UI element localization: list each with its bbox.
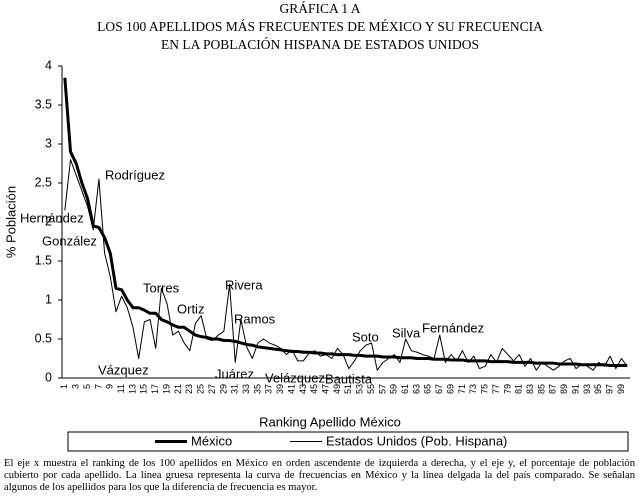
x-tick-label: 57 bbox=[377, 384, 387, 394]
annotation: Hernández bbox=[20, 210, 84, 225]
x-tick-label: 25 bbox=[196, 384, 206, 394]
x-tick-label: 85 bbox=[536, 384, 546, 394]
annotation: González bbox=[42, 233, 97, 248]
x-tick-label: 79 bbox=[502, 384, 512, 394]
x-tick-label: 53 bbox=[355, 384, 365, 394]
x-tick-label: 91 bbox=[570, 384, 580, 394]
x-tick-label: 1 bbox=[59, 384, 69, 389]
annotation: Fernández bbox=[422, 320, 484, 335]
y-tick-label: 1.5 bbox=[35, 253, 52, 267]
annotation: Bautista bbox=[325, 371, 373, 386]
x-tick-label: 27 bbox=[207, 384, 217, 394]
x-tick-label: 31 bbox=[230, 384, 240, 394]
y-tick-label: 3.5 bbox=[35, 97, 52, 111]
y-tick-label: 1 bbox=[45, 292, 52, 306]
x-tick-label: 71 bbox=[457, 384, 467, 394]
x-tick-label: 11 bbox=[116, 384, 126, 393]
x-tick-label: 65 bbox=[423, 384, 433, 394]
annotation: Rivera bbox=[225, 277, 263, 292]
x-tick-label: 81 bbox=[514, 384, 524, 394]
x-tick-label: 21 bbox=[173, 384, 183, 394]
x-tick-label: 5 bbox=[82, 384, 92, 389]
x-tick-label: 73 bbox=[468, 384, 478, 394]
x-axis-title: Ranking Apellido México bbox=[259, 414, 401, 429]
x-tick-label: 43 bbox=[298, 384, 308, 394]
caption: El eje x muestra el ranking de los 100 a… bbox=[4, 458, 635, 494]
x-tick-label: 23 bbox=[184, 384, 194, 394]
x-tick-label: 13 bbox=[127, 384, 137, 394]
annotation: Silva bbox=[392, 325, 421, 340]
y-tick-label: 4 bbox=[45, 58, 52, 72]
annotation: Juárez bbox=[215, 366, 254, 381]
y-tick-label: 3 bbox=[45, 136, 52, 150]
legend-box bbox=[67, 431, 629, 452]
chart: GRÁFICA 1 A LOS 100 APELLIDOS MÁS FRECUE… bbox=[3, 1, 630, 452]
y-tick-label: 2.5 bbox=[35, 175, 52, 189]
x-tick-label: 47 bbox=[320, 384, 330, 394]
x-tick-label: 83 bbox=[525, 384, 535, 394]
x-tick-label: 15 bbox=[139, 384, 149, 394]
x-tick-label: 95 bbox=[593, 384, 603, 394]
x-tick-label: 35 bbox=[252, 384, 262, 394]
legend-label: Estados Unidos (Pob. Hispana) bbox=[326, 433, 507, 448]
x-tick-label: 77 bbox=[491, 384, 501, 394]
annotation: Ramos bbox=[234, 311, 276, 326]
x-tick-label: 19 bbox=[161, 384, 171, 394]
x-tick-label: 29 bbox=[218, 384, 228, 394]
x-tick-label: 89 bbox=[559, 384, 569, 394]
x-tick-label: 99 bbox=[616, 384, 626, 394]
annotation: Velázquez bbox=[265, 370, 325, 385]
x-tick-label: 93 bbox=[582, 384, 592, 394]
x-tick-label: 45 bbox=[309, 384, 319, 394]
x-tick-label: 75 bbox=[480, 384, 490, 394]
y-tick-label: 0 bbox=[45, 370, 52, 384]
annotation: Soto bbox=[352, 329, 379, 344]
x-tick-label: 55 bbox=[366, 384, 376, 394]
x-tick-label: 17 bbox=[150, 384, 160, 394]
annotation: Torres bbox=[143, 280, 180, 295]
x-tick-label: 67 bbox=[434, 384, 444, 394]
x-tick-label: 63 bbox=[411, 384, 421, 394]
x-tick-label: 41 bbox=[286, 384, 296, 394]
x-tick-label: 61 bbox=[400, 384, 410, 394]
x-tick-label: 51 bbox=[343, 384, 353, 394]
x-tick-label: 9 bbox=[105, 384, 115, 389]
annotation: Ortiz bbox=[177, 301, 204, 316]
series-line bbox=[64, 159, 628, 371]
x-tick-label: 37 bbox=[264, 384, 274, 394]
x-tick-label: 49 bbox=[332, 384, 342, 394]
x-tick-label: 39 bbox=[275, 384, 285, 394]
y-tick-label: 0.5 bbox=[35, 331, 52, 345]
chart-title: EN LA POBLACIÓN HISPANA DE ESTADOS UNIDO… bbox=[161, 37, 479, 52]
x-tick-label: 33 bbox=[241, 384, 251, 394]
chart-title: LOS 100 APELLIDOS MÁS FRECUENTES DE MÉXI… bbox=[97, 19, 543, 34]
y-axis-title: % Población bbox=[3, 186, 18, 258]
x-tick-label: 3 bbox=[71, 384, 81, 389]
y-tick-label: 2 bbox=[45, 214, 52, 228]
x-tick-label: 97 bbox=[604, 384, 614, 394]
series-line bbox=[63, 77, 628, 368]
x-tick-label: 59 bbox=[389, 384, 399, 394]
x-tick-label: 69 bbox=[445, 384, 455, 394]
annotation: Rodríguez bbox=[105, 167, 165, 182]
x-tick-label: 87 bbox=[548, 384, 558, 394]
x-tick-label: 7 bbox=[93, 384, 103, 389]
legend-label: México bbox=[191, 433, 232, 448]
annotation: Vázquez bbox=[98, 362, 149, 377]
chart-title: GRÁFICA 1 A bbox=[279, 1, 360, 16]
